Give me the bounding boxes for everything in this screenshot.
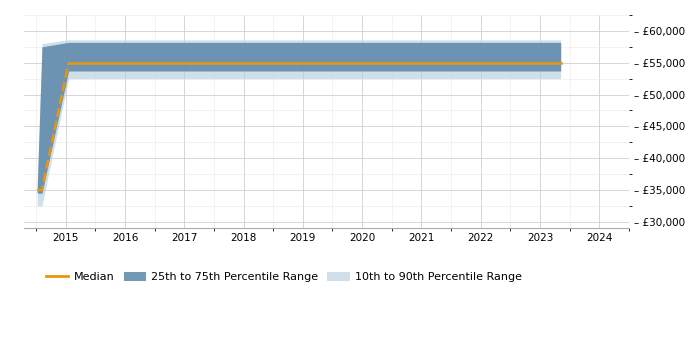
- Legend: Median, 25th to 75th Percentile Range, 10th to 90th Percentile Range: Median, 25th to 75th Percentile Range, 1…: [42, 267, 526, 287]
